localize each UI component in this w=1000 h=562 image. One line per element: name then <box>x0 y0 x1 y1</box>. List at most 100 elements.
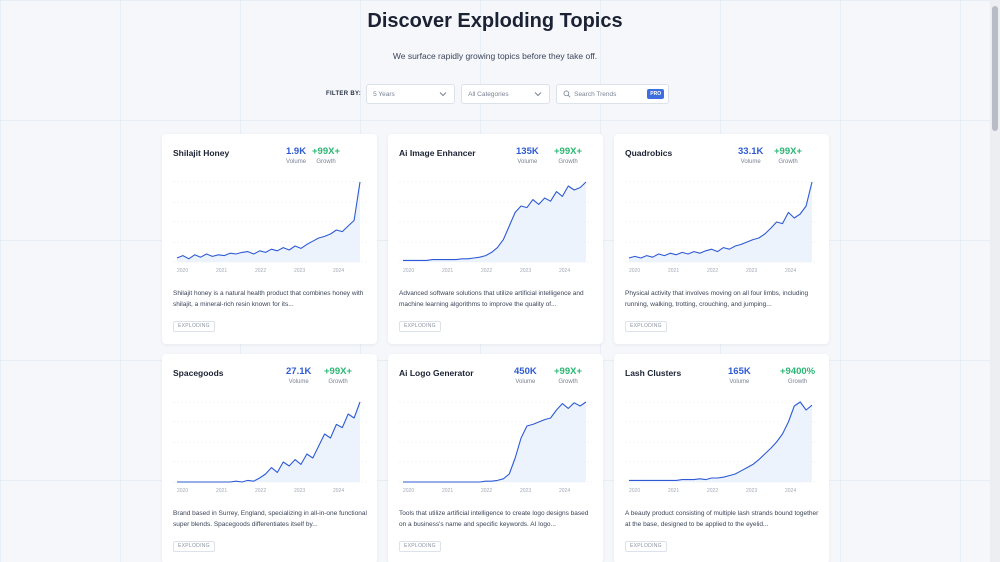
topic-description: Tools that utilize artificial intelligen… <box>399 510 589 528</box>
growth-label: Growth <box>787 379 808 385</box>
year-tick-label: 2021 <box>668 488 679 494</box>
topic-name: Shilajit Honey <box>173 148 230 158</box>
period-select[interactable]: 5 Years <box>366 84 456 104</box>
growth-metric: +99X+ Growth <box>774 146 802 165</box>
year-tick-label: 2020 <box>629 488 640 494</box>
year-tick-label: 2024 <box>559 268 570 274</box>
topic-card[interactable]: Quadrobics 33.1K Volume +99X+ Growth Phy… <box>614 134 829 344</box>
year-tick-label: 2022 <box>481 488 492 494</box>
volume-value: 450K <box>514 366 537 377</box>
scrollbar[interactable] <box>990 0 1000 562</box>
growth-value: +9400% <box>780 366 816 377</box>
search-input[interactable]: Search Trends PRO <box>556 84 670 104</box>
volume-label: Volume <box>286 159 307 165</box>
volume-value: 1.9K <box>286 146 307 157</box>
filter-bar: FILTER BY: 5 Years All Categories Search… <box>326 84 670 104</box>
topic-card[interactable]: Shilajit Honey 1.9K Volume +99X+ Growth … <box>162 134 377 344</box>
trend-line <box>403 181 587 261</box>
year-tick-label: 2023 <box>294 268 305 274</box>
category-select-value: All Categories <box>468 90 509 98</box>
trend-area <box>629 182 812 262</box>
year-tick-label: 2023 <box>520 268 531 274</box>
year-tick-label: 2024 <box>333 268 344 274</box>
year-tick-label: 2023 <box>746 268 757 274</box>
search-placeholder: Search Trends <box>574 90 617 98</box>
volume-value: 135K <box>516 146 539 157</box>
trend-chart: 2020 2021 2022 2023 2024 <box>173 401 366 494</box>
year-tick-label: 2024 <box>785 488 796 494</box>
trend-line <box>176 181 361 260</box>
topic-card[interactable]: Ai Logo Generator 450K Volume +99X+ Grow… <box>388 354 603 562</box>
year-tick-label: 2023 <box>294 488 305 494</box>
volume-metric: 450K Volume <box>514 366 537 385</box>
status-badge: EXPLODING <box>625 541 667 552</box>
growth-value: +99X+ <box>554 146 582 157</box>
topic-description: Physical activity that involves moving o… <box>625 290 809 308</box>
topic-name: Quadrobics <box>625 148 673 158</box>
year-tick-label: 2021 <box>442 268 453 274</box>
trend-line <box>177 401 361 483</box>
volume-metric: 33.1K Volume <box>738 146 763 165</box>
topic-card[interactable]: Lash Clusters 165K Volume +9400% Growth … <box>614 354 829 562</box>
page-subtitle: We surface rapidly growing topics before… <box>392 51 598 61</box>
growth-label: Growth <box>558 379 578 385</box>
trend-chart: 2020 2021 2022 2023 2024 <box>173 181 366 274</box>
volume-metric: 1.9K Volume <box>286 146 306 165</box>
topic-name: Lash Clusters <box>625 368 682 378</box>
year-tick-label: 2020 <box>177 488 188 494</box>
chevron-down-icon <box>534 92 542 97</box>
year-tick-label: 2024 <box>559 488 570 494</box>
growth-label: Growth <box>316 159 336 165</box>
trend-chart: 2020 2021 2022 2023 2024 <box>625 401 818 494</box>
growth-value: +99X+ <box>554 366 582 377</box>
year-tick-label: 2023 <box>520 488 531 494</box>
volume-label: Volume <box>729 379 750 385</box>
status-badge: EXPLODING <box>399 541 441 552</box>
trend-area <box>403 402 586 482</box>
trend-chart: 2020 2021 2022 2023 2024 <box>399 401 592 494</box>
volume-value: 27.1K <box>286 366 312 377</box>
chevron-down-icon <box>439 92 447 97</box>
status-badge: EXPLODING <box>173 541 215 552</box>
year-tick-label: 2021 <box>216 488 227 494</box>
topic-description: A beauty product consisting of multiple … <box>625 510 819 528</box>
topic-card[interactable]: Ai Image Enhancer 135K Volume +99X+ Grow… <box>388 134 603 344</box>
year-tick-label: 2021 <box>216 268 227 274</box>
search-icon <box>563 90 571 98</box>
category-select[interactable]: All Categories <box>461 84 551 104</box>
year-tick-label: 2022 <box>707 488 718 494</box>
pro-badge: PRO <box>647 89 665 99</box>
year-tick-label: 2020 <box>403 488 414 494</box>
year-tick-label: 2020 <box>177 268 188 274</box>
trend-area <box>177 182 360 262</box>
trend-chart: 2020 2021 2022 2023 2024 <box>625 181 818 274</box>
topic-card[interactable]: Spacegoods 27.1K Volume +99X+ Growth Bra… <box>162 354 377 562</box>
topic-name: Spacegoods <box>173 368 224 378</box>
trend-line <box>628 181 813 259</box>
year-tick-label: 2021 <box>668 268 679 274</box>
year-tick-label: 2020 <box>403 268 414 274</box>
year-tick-label: 2022 <box>707 268 718 274</box>
topic-description: Shilajit honey is a natural health produ… <box>173 290 364 308</box>
trend-area <box>629 402 812 482</box>
volume-value: 33.1K <box>738 146 764 157</box>
year-tick-label: 2022 <box>481 268 492 274</box>
period-select-value: 5 Years <box>373 90 395 98</box>
year-tick-label: 2022 <box>255 268 266 274</box>
growth-label: Growth <box>778 159 798 165</box>
year-tick-label: 2024 <box>333 488 344 494</box>
volume-metric: 27.1K Volume <box>286 366 311 385</box>
year-tick-label: 2022 <box>255 488 266 494</box>
growth-metric: +99X+ Growth <box>324 366 352 385</box>
trend-line <box>403 401 587 483</box>
growth-metric: +99X+ Growth <box>554 366 582 385</box>
scrollbar-thumb[interactable] <box>992 6 998 131</box>
status-badge: EXPLODING <box>399 321 441 332</box>
growth-metric: +99X+ Growth <box>312 146 340 165</box>
growth-value: +99X+ <box>324 366 352 377</box>
trend-chart: 2020 2021 2022 2023 2024 <box>399 181 592 274</box>
topic-description: Advanced software solutions that utilize… <box>399 290 584 308</box>
growth-metric: +99X+ Growth <box>554 146 582 165</box>
growth-value: +99X+ <box>774 146 802 157</box>
